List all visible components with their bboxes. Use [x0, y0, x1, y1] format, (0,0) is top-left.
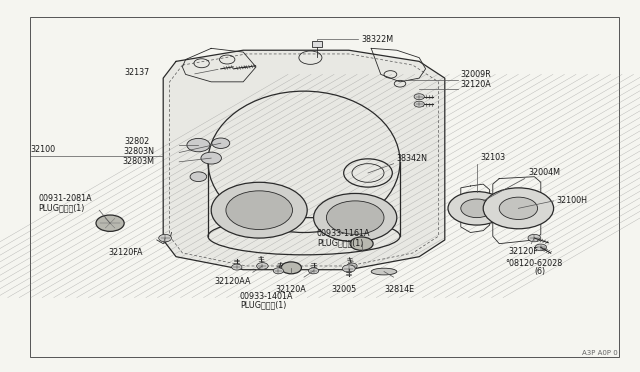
Circle shape: [257, 263, 268, 269]
Text: PLUGプラグ(1): PLUGプラグ(1): [317, 238, 363, 247]
Circle shape: [314, 193, 397, 242]
Text: 32814E: 32814E: [384, 285, 414, 294]
Circle shape: [448, 192, 506, 225]
Circle shape: [273, 268, 284, 274]
Circle shape: [347, 263, 357, 269]
Text: 32803M: 32803M: [123, 157, 155, 166]
Text: 38342N: 38342N: [397, 154, 428, 163]
Circle shape: [212, 138, 230, 148]
Circle shape: [414, 101, 424, 107]
Text: 32100H: 32100H: [557, 196, 588, 205]
Circle shape: [461, 199, 493, 218]
Circle shape: [499, 197, 538, 219]
Circle shape: [187, 138, 210, 152]
Circle shape: [483, 188, 554, 229]
Circle shape: [96, 215, 124, 231]
Text: 00933-1401A: 00933-1401A: [240, 292, 294, 301]
Text: PLUGプラグ(1): PLUGプラグ(1): [38, 203, 84, 212]
Text: 00933-1161A: 00933-1161A: [317, 229, 371, 238]
Circle shape: [528, 234, 541, 242]
Circle shape: [535, 244, 547, 251]
Text: 32100: 32100: [31, 145, 56, 154]
Text: 00931-2081A: 00931-2081A: [38, 194, 92, 203]
Text: A3P A0P 0: A3P A0P 0: [582, 350, 618, 356]
Text: PLUGプラグ(1): PLUGプラグ(1): [240, 300, 286, 309]
Circle shape: [190, 172, 207, 182]
Text: 38322M: 38322M: [362, 35, 394, 44]
Text: 32009R: 32009R: [461, 70, 492, 79]
Text: 32004M: 32004M: [528, 168, 560, 177]
Text: °08120-62028: °08120-62028: [506, 259, 563, 267]
Text: (6): (6): [534, 267, 545, 276]
Circle shape: [350, 237, 373, 250]
Text: 32802: 32802: [125, 137, 150, 146]
Circle shape: [414, 94, 424, 100]
Text: 32120A: 32120A: [461, 80, 492, 89]
Circle shape: [159, 234, 172, 242]
Circle shape: [232, 264, 242, 270]
Text: 32120F: 32120F: [509, 247, 538, 256]
Circle shape: [211, 182, 307, 238]
Circle shape: [326, 201, 384, 234]
Text: 32137: 32137: [125, 68, 150, 77]
Text: 32120FA: 32120FA: [109, 248, 143, 257]
Text: 32005: 32005: [332, 285, 356, 294]
Circle shape: [281, 262, 301, 274]
Circle shape: [201, 152, 221, 164]
Text: 32120A: 32120A: [275, 285, 306, 294]
Text: 32803N: 32803N: [124, 147, 154, 156]
Circle shape: [308, 268, 319, 274]
Bar: [312, 41, 322, 47]
Text: 32120AA: 32120AA: [214, 277, 251, 286]
Circle shape: [342, 265, 355, 272]
Text: 32103: 32103: [480, 153, 505, 162]
Ellipse shape: [371, 268, 397, 275]
Circle shape: [226, 191, 292, 230]
Polygon shape: [163, 50, 445, 270]
